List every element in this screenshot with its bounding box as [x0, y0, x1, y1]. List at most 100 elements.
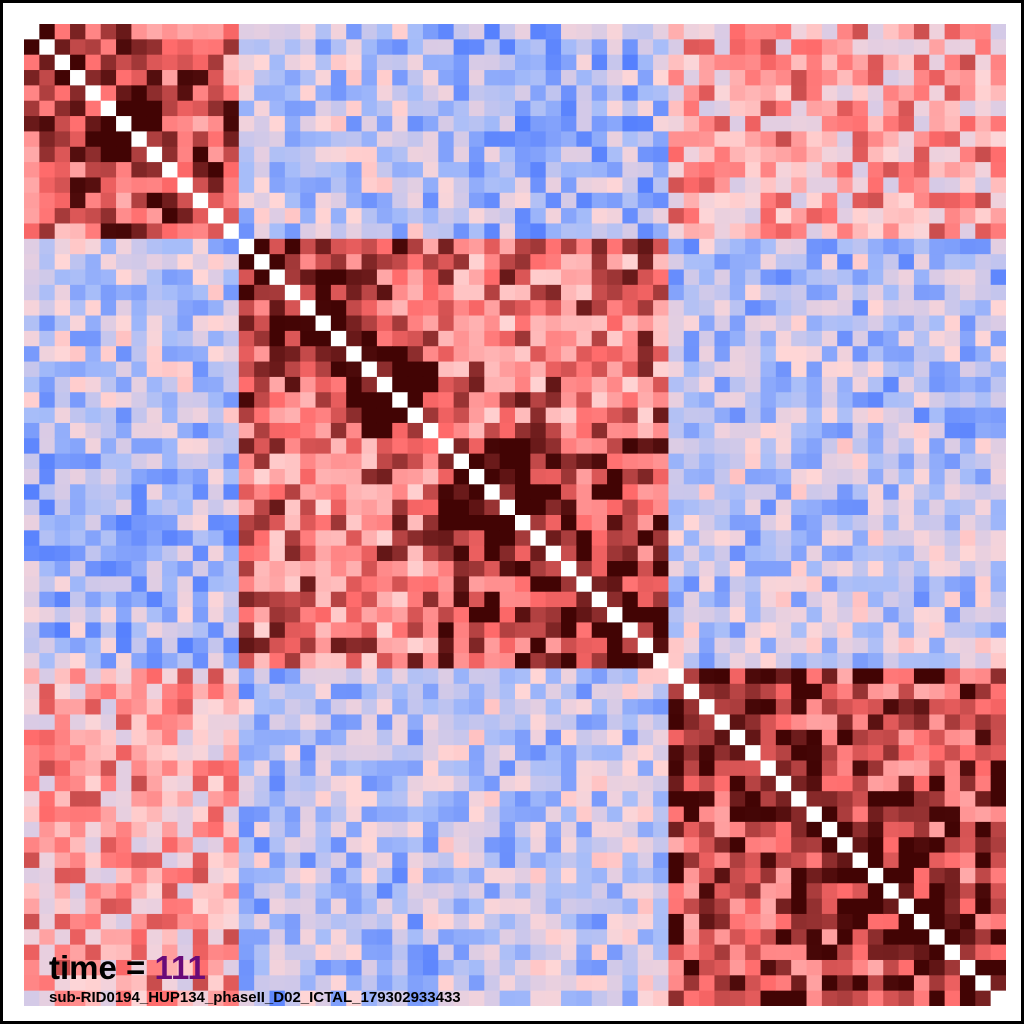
heatmap-cell: [714, 637, 731, 654]
heatmap-cell: [545, 24, 562, 40]
heatmap-cell: [208, 392, 225, 409]
heatmap-cell: [837, 806, 854, 823]
heatmap-cell: [883, 330, 900, 347]
heatmap-cell: [561, 530, 577, 547]
heatmap-cell: [791, 867, 808, 884]
heatmap-cell: [392, 607, 409, 624]
heatmap-cell: [177, 959, 194, 976]
heatmap-cell: [422, 806, 439, 823]
heatmap-cell: [422, 975, 439, 992]
heatmap-cell: [653, 146, 670, 163]
heatmap-cell: [346, 591, 363, 608]
heatmap-cell: [131, 591, 148, 608]
heatmap-cell: [653, 515, 670, 531]
heatmap-cell: [545, 699, 562, 716]
heatmap-cell: [177, 453, 194, 470]
heatmap-cell: [530, 24, 547, 40]
heatmap-cell: [653, 929, 670, 946]
heatmap-cell: [791, 453, 808, 470]
heatmap-cell: [484, 85, 501, 102]
heatmap-cell: [177, 208, 194, 225]
heatmap-cell: [361, 607, 378, 624]
heatmap-cell: [591, 162, 608, 179]
heatmap-cell: [898, 177, 915, 194]
heatmap-cell: [837, 607, 854, 624]
heatmap-cell: [100, 315, 117, 332]
heatmap-cell: [852, 116, 869, 133]
heatmap-cell: [745, 683, 762, 700]
heatmap-cell: [576, 269, 593, 286]
heatmap-cell: [714, 177, 731, 194]
heatmap-cell: [254, 208, 271, 225]
heatmap-cell: [54, 760, 71, 777]
heatmap-cell: [330, 54, 347, 71]
heatmap-cell: [100, 39, 117, 56]
heatmap-cell: [959, 468, 976, 485]
heatmap-cell: [484, 806, 501, 823]
heatmap-cell: [561, 821, 577, 838]
subject-id: sub-RID0194_HUP134_phaseII_D02_ICTAL_179…: [49, 989, 461, 1006]
heatmap-cell: [683, 453, 700, 470]
heatmap-cell: [637, 346, 654, 363]
heatmap-cell: [591, 806, 608, 823]
heatmap-cell: [24, 146, 40, 163]
heatmap-cell: [453, 775, 470, 792]
heatmap-cell: [929, 561, 946, 577]
heatmap-cell: [100, 745, 117, 762]
heatmap-cell: [146, 131, 163, 148]
heatmap-cell: [116, 254, 133, 271]
heatmap-cell: [468, 146, 485, 163]
heatmap-cell: [131, 346, 148, 363]
heatmap-cell: [545, 438, 562, 455]
heatmap-cell: [24, 668, 40, 685]
heatmap-cell: [867, 959, 884, 976]
heatmap-cell: [422, 760, 439, 777]
heatmap-cell: [515, 668, 531, 685]
heatmap-cell: [775, 561, 792, 577]
heatmap-cell: [131, 484, 148, 501]
heatmap-cell: [131, 913, 148, 930]
heatmap-cell: [821, 622, 838, 639]
heatmap-cell: [806, 484, 823, 501]
heatmap-cell: [775, 407, 792, 424]
heatmap-cell: [392, 929, 409, 946]
heatmap-cell: [591, 269, 608, 286]
heatmap-cell: [468, 990, 485, 1006]
heatmap-cell: [177, 714, 194, 731]
heatmap-cell: [100, 146, 117, 163]
heatmap-cell: [208, 254, 225, 271]
heatmap-cell: [913, 269, 930, 286]
heatmap-cell: [330, 208, 347, 225]
heatmap-cell: [990, 821, 1006, 838]
heatmap-cell: [837, 269, 854, 286]
heatmap-cell: [269, 254, 286, 271]
heatmap-cell: [453, 607, 470, 624]
heatmap-cell: [85, 315, 102, 332]
heatmap-cell: [867, 131, 884, 148]
heatmap-cell: [254, 729, 271, 746]
heatmap-cell: [929, 607, 946, 624]
heatmap-cell: [929, 515, 946, 531]
heatmap-cell: [668, 745, 685, 762]
heatmap-cell: [422, 913, 439, 930]
heatmap-cell: [223, 515, 240, 531]
heatmap-cell: [100, 653, 117, 670]
heatmap-cell: [760, 545, 777, 562]
heatmap-cell: [223, 116, 240, 133]
heatmap-cell: [929, 24, 946, 40]
heatmap-cell: [131, 315, 148, 332]
heatmap-cell: [284, 821, 301, 838]
heatmap-cell: [622, 668, 639, 685]
heatmap-cell: [54, 929, 71, 946]
heatmap-cell: [146, 729, 163, 746]
heatmap-cell: [223, 70, 240, 86]
heatmap-cell: [238, 806, 255, 823]
heatmap-cell: [100, 683, 117, 700]
heatmap-cell: [561, 254, 577, 271]
heatmap-cell: [561, 791, 577, 808]
heatmap-cell: [407, 422, 424, 439]
heatmap-cell: [653, 192, 670, 209]
heatmap-cell: [622, 453, 639, 470]
heatmap-cell: [484, 361, 501, 378]
heatmap-cell: [959, 775, 976, 792]
